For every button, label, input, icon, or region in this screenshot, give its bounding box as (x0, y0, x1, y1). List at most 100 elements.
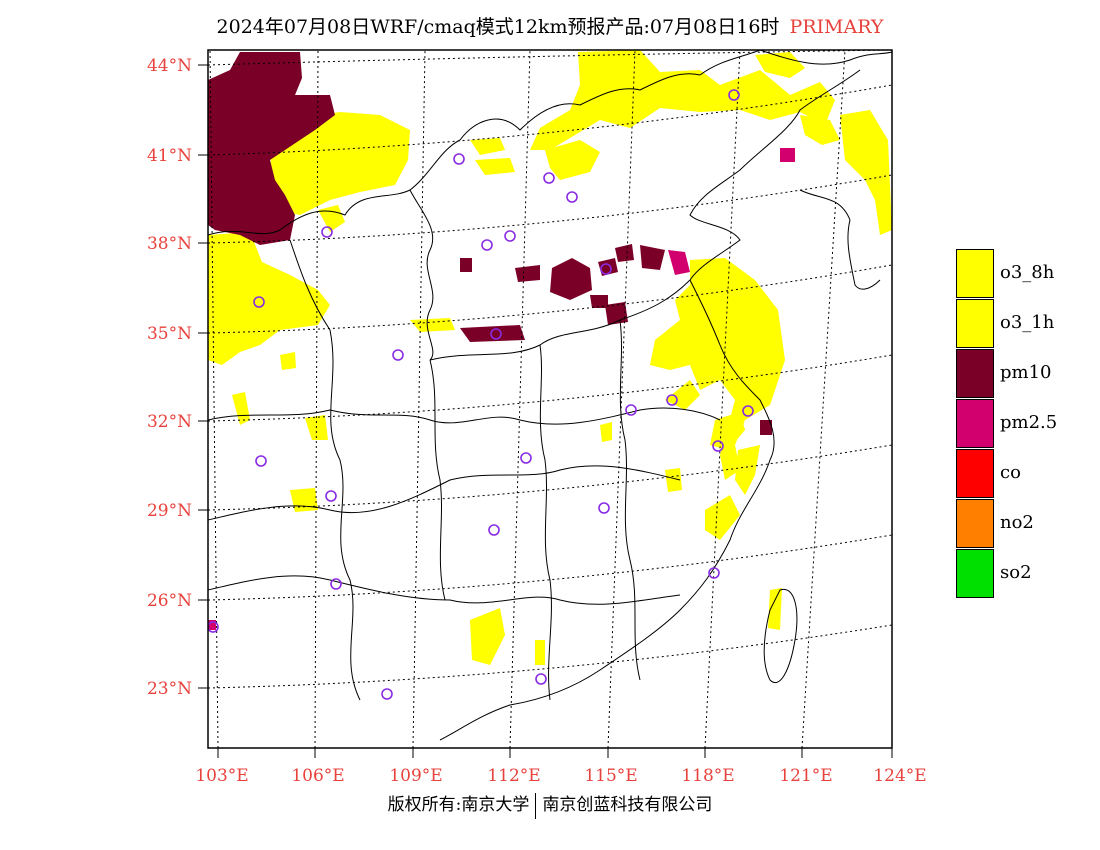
station-markers (208, 89, 754, 700)
legend-item-no2: no2 (956, 499, 1096, 549)
legend-swatch (956, 449, 994, 498)
boundary-line (429, 279, 691, 361)
station-marker (535, 673, 547, 685)
pm10-area (760, 420, 772, 435)
page-title: 2024年07月08日WRF/cmaq模式12km预报产品:07月08日16时 P… (0, 12, 1100, 39)
title-product: PRIMARY (789, 16, 884, 38)
o3-area (470, 138, 505, 155)
boundaries (208, 50, 892, 741)
lat-label: 26°N (147, 591, 192, 611)
o3-area (535, 640, 545, 665)
station-marker (381, 688, 393, 700)
lat-label: 29°N (147, 501, 192, 521)
taiwan-outline (763, 588, 798, 683)
o3-area (705, 495, 740, 540)
lat-label: 44°N (147, 56, 192, 76)
legend-item-pm25: pm2.5 (956, 399, 1096, 449)
o3-area (280, 352, 296, 370)
graticule-line (607, 50, 636, 748)
station-marker (253, 296, 265, 308)
o3-area (800, 115, 840, 145)
lat-label: 23°N (147, 679, 192, 699)
lon-label: 109°E (389, 766, 442, 786)
boundary-line (208, 575, 681, 605)
station-marker (321, 226, 333, 238)
pm10-area (590, 295, 608, 308)
o3-area (545, 140, 600, 180)
lon-label: 118°E (681, 766, 734, 786)
coastline (439, 279, 775, 741)
o3-area (270, 112, 410, 215)
station-marker (600, 263, 612, 275)
station-marker (481, 239, 493, 251)
o3-area (755, 52, 805, 78)
station-marker (543, 172, 555, 184)
legend-label: o3_8h (1000, 262, 1055, 283)
pm25-area (668, 250, 690, 275)
lat-label: 35°N (147, 324, 192, 344)
o3-area (665, 468, 682, 492)
legend-label: so2 (1000, 562, 1032, 583)
graticule (208, 50, 892, 748)
o3-area (318, 205, 345, 232)
station-marker (488, 524, 500, 536)
station-marker (666, 394, 678, 406)
footer-separator (535, 792, 537, 819)
station-marker (255, 455, 267, 467)
lat-label: 38°N (147, 234, 192, 254)
pm10-area (208, 52, 335, 245)
boundary-line (329, 329, 361, 701)
lon-label: 112°E (487, 766, 540, 786)
o3-area (768, 588, 782, 630)
station-marker (708, 567, 720, 579)
legend-label: o3_1h (1000, 312, 1055, 333)
lon-label: 106°E (291, 766, 344, 786)
legend-label: pm10 (1000, 362, 1052, 383)
graticule-line (801, 50, 846, 748)
lat-axis: 44°N 41°N 38°N 35°N 32°N 29°N 26°N 23°N (147, 56, 208, 699)
o3-area (665, 380, 700, 410)
legend-swatch (956, 399, 994, 448)
boundary-line (208, 407, 721, 425)
lon-label: 115°E (584, 766, 637, 786)
boundary-line (409, 189, 434, 361)
boundary-line (699, 50, 892, 76)
legend-swatch (956, 499, 994, 548)
boundary-line (429, 359, 446, 601)
o3-area (530, 50, 835, 150)
o3-area (470, 608, 505, 665)
station-marker (208, 621, 219, 633)
map-content (208, 50, 892, 748)
legend-swatch (956, 549, 994, 598)
pm10-area (460, 258, 472, 272)
pm10-area (615, 244, 634, 262)
legend-swatch (956, 299, 994, 348)
o3-area (840, 110, 892, 235)
coastline (689, 69, 861, 281)
legend-label: no2 (1000, 512, 1034, 533)
pm10-area (460, 325, 525, 342)
lat-label: 32°N (147, 412, 192, 432)
station-marker (566, 191, 578, 203)
legend-item-o3-1h: o3_1h (956, 299, 1096, 349)
legend-swatch (956, 249, 994, 298)
graticule-line (314, 50, 319, 748)
legend-item-o3-8h: o3_8h (956, 249, 1096, 299)
legend-label: co (1000, 462, 1021, 483)
station-marker (325, 490, 337, 502)
boundary-line (208, 465, 681, 521)
pm10-area (640, 245, 665, 270)
o3-area (650, 258, 785, 480)
title-text: 2024年07月08日WRF/cmaq模式12km预报产品:07月08日16时 (216, 16, 780, 38)
graticule-line (412, 50, 426, 748)
station-marker (520, 452, 532, 464)
legend-swatch (956, 349, 994, 398)
legend-label: pm2.5 (1000, 412, 1058, 433)
legend-item-so2: so2 (956, 549, 1096, 599)
pm10-layer (208, 52, 772, 435)
boundary-line (619, 319, 641, 681)
lon-label: 124°E (873, 766, 926, 786)
footer-right: 南京创蓝科技有限公司 (542, 795, 713, 815)
